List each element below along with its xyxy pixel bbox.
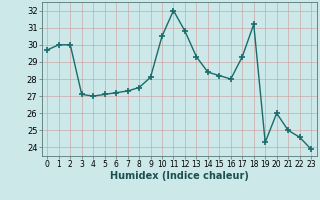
X-axis label: Humidex (Indice chaleur): Humidex (Indice chaleur) [110,171,249,181]
